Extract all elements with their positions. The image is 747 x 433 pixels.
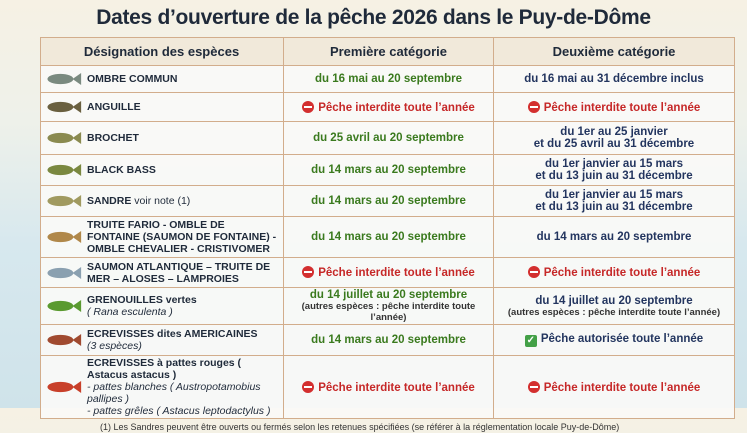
table-row: OMBRE COMMUN du 16 mai au 20 septembre d…: [40, 65, 735, 93]
second-category-cell: Pêche interdite toute l’année: [493, 92, 735, 122]
trout-icon: [43, 228, 83, 246]
date-text: Pêche interdite toute l’année: [318, 381, 475, 394]
no-entry-icon: [302, 100, 315, 113]
note-text: (autres espèces : pêche interdite toute …: [301, 301, 476, 323]
date-text: du 16 mai au 31 décembre inclus: [524, 73, 704, 85]
species-cell: SAUMON ATLANTIQUE – TRUITE DE MER – ALOS…: [40, 257, 284, 288]
first-category-cell: Pêche interdite toute l’année: [283, 355, 494, 419]
date-text: du 14 mars au 20 septembre: [311, 164, 466, 176]
date-text: Pêche interdite toute l’année: [318, 267, 475, 279]
no-entry-icon: [302, 380, 315, 393]
species-cell: GRENOUILLES vertes( Rana esculenta ): [40, 287, 284, 325]
species-cell: OMBRE COMMUN: [40, 65, 284, 93]
species-name: BLACK BASS: [87, 164, 156, 176]
date-text: du 1er au 25 janvier: [560, 126, 668, 138]
species-name: SANDRE voir note (1): [87, 195, 191, 207]
crayfish-icon: [43, 378, 83, 396]
date-text: du 25 avril au 20 septembre: [313, 132, 464, 144]
first-category-cell: du 14 mars au 20 septembre: [283, 324, 494, 356]
zander-icon: [43, 192, 83, 210]
date-text: Pêche interdite toute l’année: [543, 267, 701, 279]
table-row: GRENOUILLES vertes( Rana esculenta ) du …: [40, 287, 735, 325]
fishing-dates-table: Désignation des espèces Première catégor…: [40, 37, 735, 419]
species-name: BROCHET: [87, 132, 139, 144]
page-title: Dates d’ouverture de la pêche 2026 dans …: [96, 6, 651, 29]
first-category-cell: du 14 mars au 20 septembre: [283, 216, 494, 258]
salmon-icon: [43, 264, 83, 282]
species-cell: ANGUILLE: [40, 92, 284, 122]
footnote: (1) Les Sandres peuvent être ouverts ou …: [100, 422, 620, 432]
species-name: OMBRE COMMUN: [87, 73, 178, 85]
no-entry-icon: [527, 380, 540, 393]
date-text: du 14 mars au 20 septembre: [311, 195, 466, 207]
species-cell: ECREVISSES à pattes rouges ( Astacus ast…: [40, 355, 284, 419]
second-category-cell: du 1er janvier au 15 mars et du 13 juin a…: [493, 185, 735, 217]
no-entry-icon: [302, 266, 315, 278]
date-text: du 16 mai au 20 septembre: [314, 73, 462, 85]
second-category-cell: Pêche interdite toute l’année: [493, 355, 735, 419]
species-cell: ECREVISSES dites AMERICAINES (3 espèces): [40, 324, 284, 356]
date-text-2: et du 13 juin au 31 décembre: [535, 170, 693, 182]
header-species: Désignation des espèces: [40, 37, 284, 66]
species-name: ECREVISSES dites AMERICAINES (3 espèces): [87, 328, 258, 352]
species-cell: BLACK BASS: [40, 154, 284, 186]
species-name: ECREVISSES à pattes rouges ( Astacus ast…: [87, 357, 271, 417]
crayfish-icon: [43, 331, 83, 349]
date-text: du 14 juillet au 20 septembre: [535, 294, 693, 307]
date-text: du 14 juillet au 20 septembre: [309, 289, 468, 301]
header-first-category: Première catégorie: [283, 37, 494, 66]
date-text: Pêche autorisée toute l’année: [540, 333, 704, 345]
first-category-cell: Pêche interdite toute l’année: [283, 257, 494, 288]
fish-icon: [43, 70, 83, 88]
header-second-category: Deuxième catégorie: [493, 37, 735, 66]
first-category-cell: du 25 avril au 20 septembre: [283, 121, 494, 155]
note-text: (autres espèces : pêche interdite toute …: [507, 306, 721, 318]
table-row: BROCHET du 25 avril au 20 septembre du 1…: [40, 121, 735, 155]
date-text: Pêche interdite toute l’année: [543, 381, 701, 394]
second-category-cell: ✓ Pêche autorisée toute l’année: [493, 324, 735, 356]
second-category-cell: du 14 juillet au 20 septembre (autres esp…: [493, 287, 735, 325]
eel-icon: [43, 98, 83, 116]
table-row: TRUITE FARIO - OMBLE DE FONTAINE (SAUMON…: [40, 216, 735, 258]
table-row: ANGUILLE Pêche interdite toute l’année P…: [40, 92, 735, 122]
table-row: SANDRE voir note (1) du 14 mars au 20 se…: [40, 185, 735, 217]
table-wrapper: Désignation des espèces Première catégor…: [40, 37, 735, 433]
date-text: Pêche interdite toute l’année: [318, 101, 475, 114]
frog-icon: [43, 297, 83, 315]
second-category-cell: du 1er au 25 janvier et du 25 avril au 31…: [493, 121, 735, 155]
date-text: du 14 mars au 20 septembre: [536, 231, 692, 243]
table-row: ECREVISSES dites AMERICAINES (3 espèces) …: [40, 324, 735, 356]
no-entry-icon: [527, 266, 540, 278]
date-text: du 14 mars au 20 septembre: [311, 334, 466, 346]
second-category-cell: Pêche interdite toute l’année: [493, 257, 735, 288]
species-name: GRENOUILLES vertes( Rana esculenta ): [87, 294, 197, 318]
date-text-2: et du 25 avril au 31 décembre: [533, 138, 695, 150]
date-text: du 1er janvier au 15 mars: [544, 189, 684, 201]
species-cell: TRUITE FARIO - OMBLE DE FONTAINE (SAUMON…: [40, 216, 284, 258]
species-cell: BROCHET: [40, 121, 284, 155]
species-name: ANGUILLE: [87, 101, 141, 113]
table-row: BLACK BASS du 14 mars au 20 septembre du…: [40, 154, 735, 186]
species-name: TRUITE FARIO - OMBLE DE FONTAINE (SAUMON…: [87, 219, 277, 255]
date-text: du 14 mars au 20 septembre: [311, 231, 466, 243]
date-text-2: et du 13 juin au 31 décembre: [535, 201, 693, 213]
second-category-cell: du 1er janvier au 15 mars et du 13 juin a…: [493, 154, 735, 186]
second-category-cell: du 14 mars au 20 septembre: [493, 216, 735, 258]
check-icon: ✓: [524, 335, 537, 347]
date-text: du 1er janvier au 15 mars: [544, 158, 684, 170]
first-category-cell: du 14 juillet au 20 septembre (autres esp…: [283, 287, 494, 325]
species-cell: SANDRE voir note (1): [40, 185, 284, 217]
first-category-cell: du 16 mai au 20 septembre: [283, 65, 494, 93]
date-text: Pêche interdite toute l’année: [543, 101, 701, 114]
first-category-cell: du 14 mars au 20 septembre: [283, 185, 494, 217]
pike-icon: [43, 129, 83, 147]
species-name: SAUMON ATLANTIQUE – TRUITE DE MER – ALOS…: [87, 260, 271, 285]
first-category-cell: Pêche interdite toute l’année: [283, 92, 494, 122]
second-category-cell: du 16 mai au 31 décembre inclus: [493, 65, 735, 93]
table-row: SAUMON ATLANTIQUE – TRUITE DE MER – ALOS…: [40, 257, 735, 288]
bass-icon: [43, 161, 83, 179]
no-entry-icon: [527, 100, 540, 113]
first-category-cell: du 14 mars au 20 septembre: [283, 154, 494, 186]
table-row: ECREVISSES à pattes rouges ( Astacus ast…: [40, 355, 735, 419]
